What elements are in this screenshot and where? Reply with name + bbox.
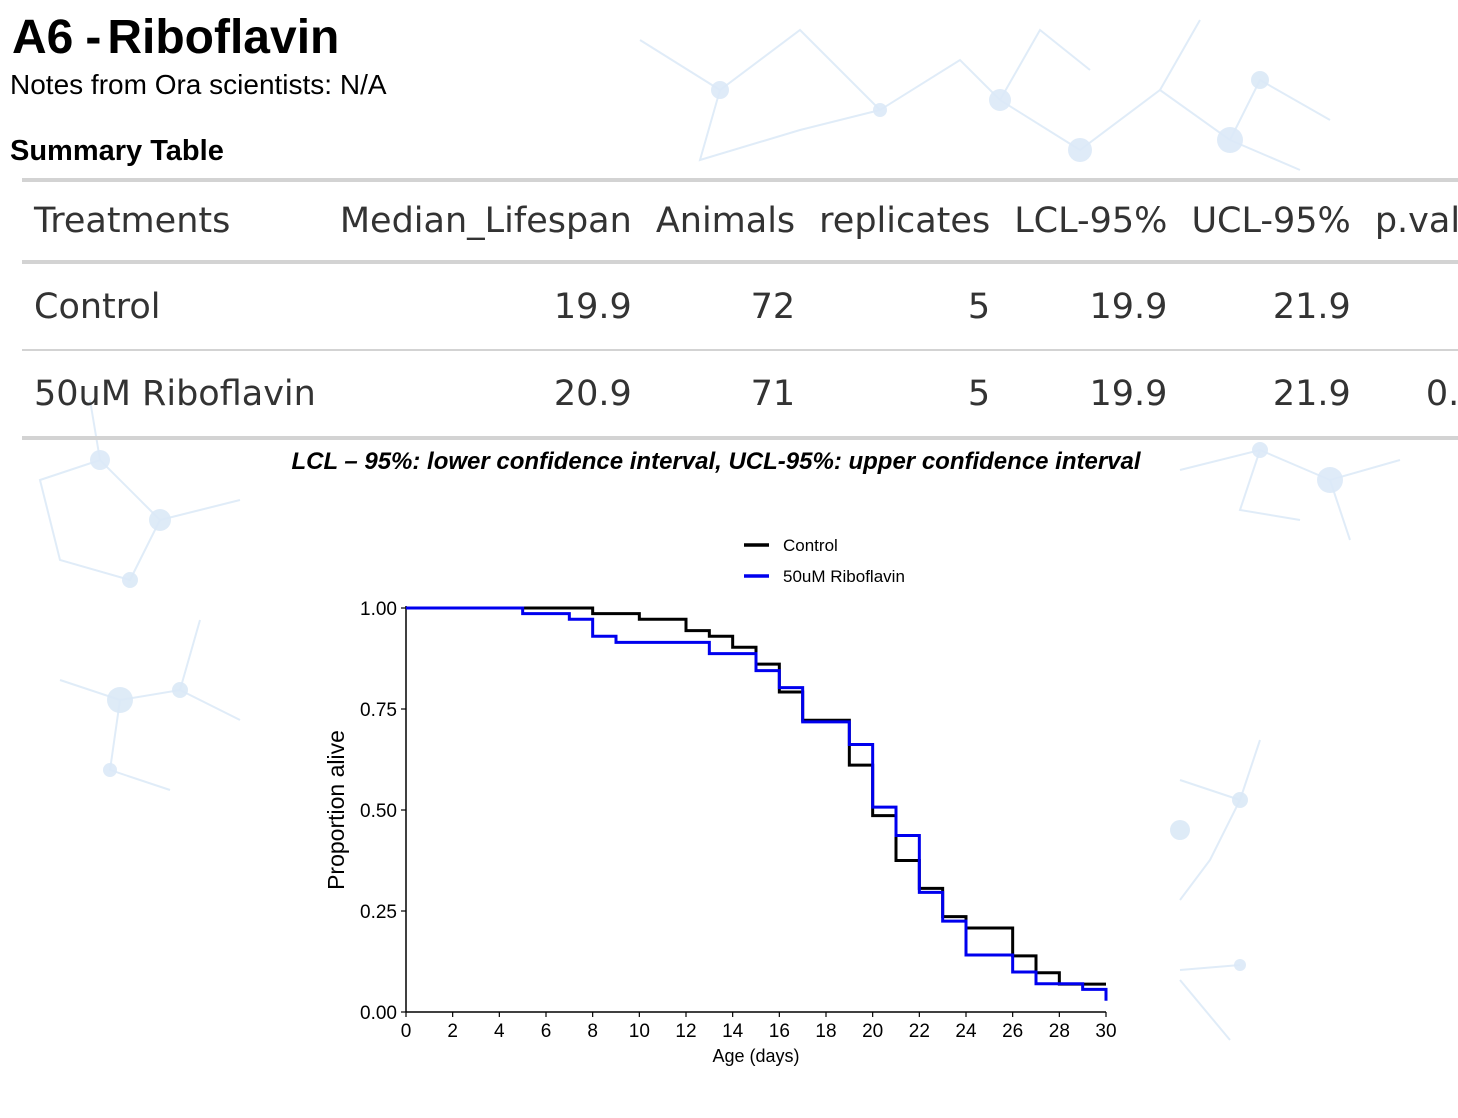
table-cell: 5 xyxy=(967,373,991,414)
x-tick-label: 26 xyxy=(1002,1021,1023,1042)
x-tick-label: 24 xyxy=(955,1021,977,1042)
table-cell: 20.9 xyxy=(553,373,632,414)
summary-table-heading: Summary Table xyxy=(10,135,224,167)
summary-table: Treatments Median_Lifespan Animals repli… xyxy=(22,178,1458,440)
column-header: Animals xyxy=(655,201,796,241)
page-title: A6- Riboflavin xyxy=(12,8,339,68)
survival-chart: 0 2 4 6 8 10 12 14 16 18 20 22 24 26 28 300.000.250.500… xyxy=(323,536,1117,1066)
table-cell: - xyxy=(1363,262,1458,350)
series-line-riboflavin xyxy=(406,606,1108,1001)
x-tick-label: 0 xyxy=(401,1021,412,1042)
y-tick-label: 0.75 xyxy=(360,700,397,721)
table-cell: Control xyxy=(34,286,161,327)
legend-label: Control xyxy=(783,536,838,555)
table-row: Control 19.9 72 5 19.9 21.9 - xyxy=(22,262,1458,350)
x-tick-label: 10 xyxy=(629,1021,650,1042)
y-tick-label: 0.00 xyxy=(360,1003,397,1024)
column-header: LCL-95% xyxy=(1014,201,1168,241)
scientist-notes: Notes from Ora scientists: N/A xyxy=(10,69,387,100)
x-tick-label: 30 xyxy=(1095,1021,1116,1042)
x-tick-label: 2 xyxy=(447,1021,458,1042)
table-cell: 50uM Riboflavin xyxy=(34,373,316,414)
x-tick-label: 12 xyxy=(675,1021,696,1042)
column-header: Median_Lifespan xyxy=(339,201,632,241)
y-axis-label: Proportion alive xyxy=(323,730,349,890)
legend-label: 50uM Riboflavin xyxy=(783,567,905,586)
x-tick-label: 28 xyxy=(1049,1021,1070,1042)
x-tick-label: 20 xyxy=(862,1021,883,1042)
table-cell: 5 xyxy=(967,286,991,327)
x-axis-label: Age (days) xyxy=(712,1046,799,1066)
table-cell: 19.9 xyxy=(553,286,632,327)
experiment-code: A6 xyxy=(12,11,74,64)
y-tick-label: 1.00 xyxy=(360,599,397,620)
compound-name: Riboflavin xyxy=(107,11,340,64)
table-row: 50uM Riboflavin 20.9 71 5 19.9 21.9 0.93 xyxy=(22,350,1458,438)
table-cell: 71 xyxy=(750,373,796,414)
column-header: Treatments xyxy=(34,201,231,241)
table-header-row: Treatments Median_Lifespan Animals repli… xyxy=(22,180,1458,262)
y-tick-label: 0.50 xyxy=(360,801,397,822)
x-tick-label: 18 xyxy=(815,1021,836,1042)
y-tick-label: 0.25 xyxy=(360,902,397,923)
x-tick-label: 14 xyxy=(722,1021,744,1042)
table-cell: 19.9 xyxy=(1089,373,1168,414)
column-header: UCL-95% xyxy=(1191,201,1351,241)
table-cell: 72 xyxy=(750,286,796,327)
x-tick-label: 8 xyxy=(587,1021,598,1042)
x-tick-label: 6 xyxy=(541,1021,552,1042)
table-cell: 0.93 xyxy=(1425,373,1458,414)
column-header: replicates xyxy=(819,201,991,241)
table-footnote: LCL – 95%: lower confidence interval, UC… xyxy=(291,448,1141,475)
title-separator: - xyxy=(85,11,102,64)
column-header: p.value xyxy=(1374,201,1458,241)
table-cell: 21.9 xyxy=(1272,286,1351,327)
table-cell: 19.9 xyxy=(1089,286,1168,327)
x-tick-label: 22 xyxy=(909,1021,930,1042)
x-tick-label: 4 xyxy=(494,1021,505,1042)
x-tick-label: 16 xyxy=(769,1021,790,1042)
table-cell: 21.9 xyxy=(1272,373,1351,414)
